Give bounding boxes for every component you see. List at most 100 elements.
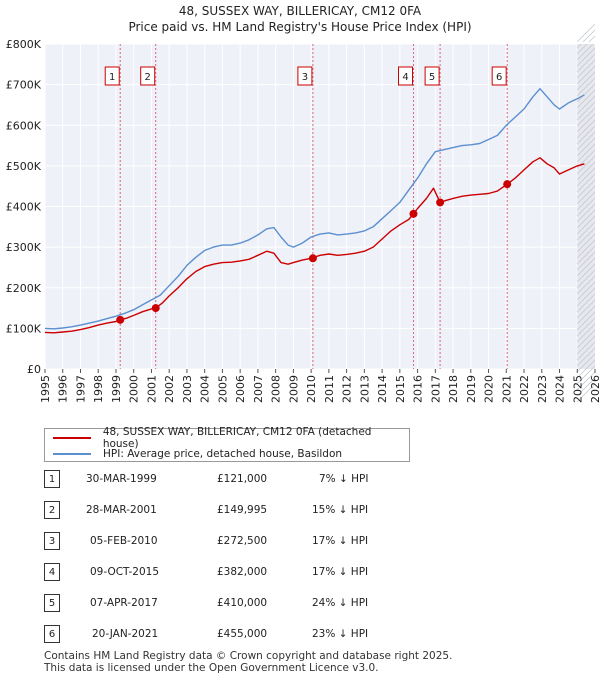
hatch-stroke (576, 359, 596, 379)
sale-date: 05-FEB-2010 (90, 535, 158, 547)
hatch-stroke (576, 293, 596, 313)
sale-date: 20-JAN-2021 (92, 628, 159, 640)
sale-price: £455,000 (217, 628, 268, 640)
hatch-stroke (576, 23, 596, 43)
sale-point (409, 209, 418, 218)
sale-number: 6 (44, 625, 60, 643)
sale-number: 5 (44, 594, 60, 612)
x-tick-label: 1997 (74, 375, 87, 403)
sale-label-number: 4 (402, 72, 408, 83)
x-tick-label: 2025 (571, 375, 584, 403)
hatch-stroke (576, 107, 596, 127)
sale-point (151, 304, 160, 313)
y-tick-label: £400K (6, 201, 42, 214)
sale-label-number: 3 (302, 72, 308, 83)
hatch-stroke (576, 371, 596, 391)
footer-copyright: Contains HM Land Registry data © Crown c… (44, 650, 453, 662)
legend-label-property: 48, SUSSEX WAY, BILLERICAY, CM12 0FA (de… (102, 426, 372, 450)
table-row: 1 30-MAR-1999 £121,000 7% ↓ HPI (42, 470, 462, 490)
hatch-stroke (576, 137, 596, 157)
x-tick-label: 2008 (270, 375, 283, 403)
x-tick-label: 2018 (447, 375, 460, 403)
hatch-stroke (576, 179, 596, 199)
x-tick-label: 1998 (92, 375, 105, 403)
sale-number: 4 (44, 563, 60, 581)
table-row: 4 09-OCT-2015 £382,000 17% ↓ HPI (42, 563, 462, 583)
x-tick-label: 2002 (163, 375, 176, 403)
sale-label-box (140, 66, 156, 86)
hatch-stroke (576, 77, 596, 97)
hatch-stroke (576, 245, 596, 265)
sale-label-number: 2 (145, 72, 151, 83)
hatch-stroke (576, 227, 596, 247)
x-tick-label: 2010 (305, 375, 318, 403)
sale-label-boxes: 1 2 3 4 5 6 (104, 66, 507, 86)
hatch-stroke (576, 53, 596, 73)
hatch-clip-top (576, 42, 596, 44)
x-tick-label: 2024 (554, 375, 567, 403)
price-chart: 48, SUSSEX WAY, BILLERICAY, CM12 0FA Pri… (6, 4, 600, 403)
sale-label-number: 6 (496, 72, 502, 83)
hatch-stroke (576, 41, 596, 61)
sale-point (503, 180, 512, 189)
hatch-stroke (576, 203, 596, 223)
hatch-stroke (576, 317, 596, 337)
hatch-stroke (576, 101, 596, 121)
sale-date: 28-MAR-2001 (86, 504, 157, 516)
sale-date: 07-APR-2017 (90, 597, 158, 609)
x-tick-label: 2000 (128, 375, 141, 403)
hatch-stroke (576, 311, 596, 331)
grid-lines (44, 43, 596, 370)
hatch-stroke (576, 323, 596, 343)
y-tick-label: £700K (6, 79, 42, 92)
x-tick-label: 1995 (39, 375, 52, 403)
hatch-stroke (576, 119, 596, 139)
hatch-stroke (576, 347, 596, 367)
x-tick-label: 2017 (429, 375, 442, 403)
y-tick-label: £800K (6, 38, 42, 51)
footer-licence: This data is licensed under the Open Gov… (44, 662, 379, 674)
hatch-stroke (576, 161, 596, 181)
hatch-stroke (576, 131, 596, 151)
x-tick-label: 2014 (376, 375, 389, 403)
y-tick-label: £600K (6, 119, 42, 132)
x-tick-label: 2020 (483, 375, 496, 403)
x-tick-label: 2021 (500, 375, 513, 403)
x-tick-label: 2004 (199, 375, 212, 403)
hatch-stroke (576, 35, 596, 55)
hatch-stroke (576, 365, 596, 385)
hatch-stroke (576, 71, 596, 91)
sale-points (116, 180, 512, 324)
hatch-stroke (576, 269, 596, 289)
x-tick-label: 2007 (252, 375, 265, 403)
hatch-stroke (576, 221, 596, 241)
table-row: 3 05-FEB-2010 £272,500 17% ↓ HPI (42, 532, 462, 552)
hatch-stroke (576, 113, 596, 133)
hatch-stroke (576, 185, 596, 205)
hatch-stroke (576, 263, 596, 283)
x-tick-label: 2022 (518, 375, 531, 403)
hatch-stroke (576, 257, 596, 277)
hatch-stroke (576, 335, 596, 355)
sale-label-number: 5 (429, 72, 435, 83)
sale-price: £410,000 (217, 597, 268, 609)
sale-hpi: 15% ↓ HPI (312, 504, 369, 516)
sale-date: 30-MAR-1999 (86, 473, 157, 485)
sale-point (436, 198, 445, 207)
hatch-stroke (576, 329, 596, 349)
sale-price: £272,500 (217, 535, 268, 547)
hatch-stroke (576, 191, 596, 211)
hatch-stroke (576, 281, 596, 301)
sale-date: 09-OCT-2015 (90, 566, 159, 578)
hatch-stroke (576, 29, 596, 49)
hatch-stroke (576, 305, 596, 325)
hatch-stroke (576, 287, 596, 307)
footer: Contains HM Land Registry data © Crown c… (44, 650, 452, 674)
hatch-stroke (576, 275, 596, 295)
x-tick-label: 2011 (323, 375, 336, 403)
hatch-stroke (576, 215, 596, 235)
sale-number: 2 (44, 501, 60, 519)
legend-swatch-hpi (53, 453, 91, 455)
x-tick-label: 2001 (145, 375, 158, 403)
hatch-stroke (576, 197, 596, 217)
